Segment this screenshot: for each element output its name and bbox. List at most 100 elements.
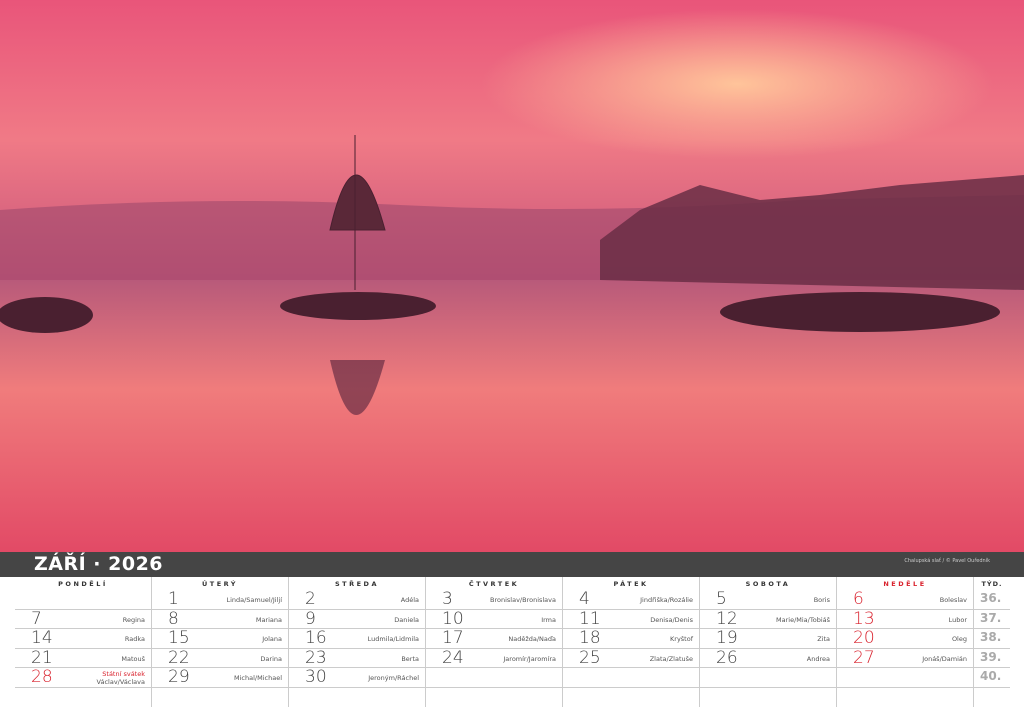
day-number: 27 [853,647,875,668]
month-title: ZÁŘÍ · 2026 [34,553,164,575]
day-cell: 19 Zita [700,628,836,649]
nameday-text: Regina [122,615,145,624]
day-header: NEDĚLE [883,580,927,588]
day-header: ÚTERÝ [201,580,238,588]
nameday-text: Naděžda/Naďa [508,635,556,644]
day-number: 22 [168,647,190,668]
day-cell [563,668,699,688]
week-number: 39. [980,649,1002,664]
week-number: 37. [980,610,1002,625]
day-number: 6 [853,589,864,609]
nameday-text: Kryštof [670,635,693,644]
nameday: Zlata/Zlatuše [650,655,693,663]
day-cell: 12 Marie/Mia/Tobiáš [700,608,836,630]
day-header: SOBOTA [745,580,791,588]
day-cell [426,668,562,688]
nameday-text: Jeroným/Ráchel [368,674,419,683]
day-cell: 11 Denisa/Denis [563,608,699,630]
nameday-text: Adéla [400,596,419,604]
week-number: 36. [980,591,1002,605]
day-number: 26 [716,647,738,668]
day-header: ČTVRTEK [468,580,520,588]
nameday-text: Boris [813,596,830,604]
day-number: 12 [716,608,738,629]
nameday-text: Daniela [394,615,419,624]
day-header: STŘEDA [335,580,379,588]
nameday-text: Lubor [948,615,967,624]
nameday: Lubor [949,616,967,624]
nameday-text: Jaromír/Jaromíra [503,654,556,663]
day-cell: 21 Matouš [15,648,151,669]
day-column: ČTVRTEK 3 Bronislav/Bronislava 10 Irma 17 Nadě… [426,577,563,707]
day-column: PONDĚLÍ 7 Regina 14 Radka 21 Matouš 28 Státní sv… [15,577,152,707]
nameday-text: Denisa/Denis [650,615,693,624]
nameday: Bronislav/Bronislava [490,596,556,604]
nameday: Matouš [121,655,145,663]
nameday-text: Matouš [121,654,145,663]
nameday: Jonáš/Damián [922,655,967,663]
nameday-text: Berta [401,654,419,663]
day-number: 16 [305,628,327,649]
nameday: Jaromír/Jaromíra [503,655,556,663]
nameday: Ludmila/Lidmila [368,635,419,643]
day-number: 7 [31,608,42,629]
day-number: 28 [31,667,53,688]
day-number: 23 [305,647,327,668]
nameday: Regina [123,616,145,624]
week-cell: 37. [974,610,1010,630]
day-cell: 18 Kryštof [563,628,699,649]
nameday: Státní svátek Václav/Václava [97,670,145,686]
day-cell [15,590,151,610]
day-number: 15 [168,628,190,649]
day-cell: 7 Regina [15,608,151,630]
nameday-text: Václav/Václava [96,678,145,687]
week-column: TÝD. 36. 37. 38. 39. 40. [974,577,1010,707]
day-column: PÁTEK 4 Jindřiška/Rozálie 11 Denisa/Denis 18 K… [563,577,700,707]
nameday: Berta [401,655,419,663]
landscape-photo [0,0,1024,552]
day-cell: 29 Michal/Michael [152,667,288,688]
photo-credit: Chalupská slať / © Pavel Ouředník [904,558,990,564]
day-number: 4 [579,589,590,609]
day-number: 2 [305,589,316,609]
nameday-text: Radka [124,635,145,644]
week-cell: 40. [974,668,1010,688]
week-cell: 36. [974,590,1010,610]
nameday-text: Jindřiška/Rozálie [640,596,693,604]
day-number: 8 [168,608,179,629]
day-cell [700,668,836,688]
day-cell: 9 Daniela [289,608,425,630]
nameday: Jeroným/Ráchel [368,674,419,682]
nameday: Denisa/Denis [650,616,693,624]
day-cell: 13 Lubor [837,609,973,630]
nameday-text: Ludmila/Lidmila [367,635,419,644]
day-cell: 24 Jaromír/Jaromíra [426,647,562,669]
day-number: 5 [716,589,727,609]
day-cell: 22 Darina [152,647,288,669]
nameday: Andrea [807,655,830,663]
day-number: 9 [305,608,316,629]
nameday-text: Michal/Michael [234,674,282,683]
day-number: 11 [579,608,601,629]
week-number: 38. [980,630,1002,645]
day-cell [837,668,973,688]
day-number: 24 [442,647,464,668]
day-column: STŘEDA 2 Adéla 9 Daniela 16 Ludmila/Lidmila 23 B… [289,577,426,707]
nameday-text: Oleg [951,635,967,644]
day-number: 19 [716,628,738,649]
day-number: 1 [168,589,179,609]
nameday-text: Boleslav [939,596,967,604]
day-cell: 26 Andrea [700,647,836,669]
week-cell: 38. [974,629,1010,649]
nameday: Marie/Mia/Tobiáš [776,616,830,624]
nameday: Jolana [262,635,282,643]
nameday: Boleslav [940,596,967,604]
nameday-text: Jonáš/Damián [922,654,967,663]
nameday-text: Jolana [262,635,282,644]
week-cell: 39. [974,649,1010,669]
nameday: Oleg [952,635,967,643]
nameday-text: Bronislav/Bronislava [490,596,556,604]
nameday-text: Mariana [255,615,282,624]
day-column: SOBOTA 5 Boris 12 Marie/Mia/Tobiáš 19 Zita 26 An… [700,577,837,707]
nameday: Zita [817,635,830,643]
